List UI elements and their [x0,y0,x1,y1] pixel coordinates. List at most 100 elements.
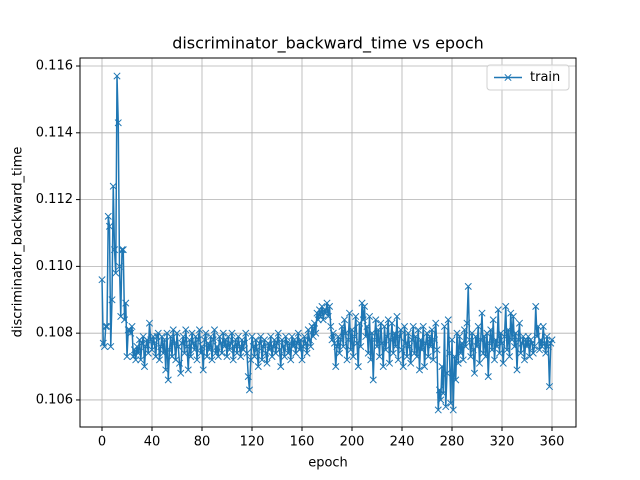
marker [357,342,365,351]
marker [128,322,136,331]
marker [140,363,149,371]
marker [362,332,370,341]
plot-area [98,72,556,414]
marker [123,352,131,361]
marker [523,342,531,351]
marker [225,346,234,354]
marker [354,363,362,371]
marker [358,299,366,307]
marker [400,322,409,331]
marker [455,332,464,341]
marker [110,246,119,254]
marker [228,329,236,337]
marker [178,339,186,347]
marker [403,352,411,361]
marker [399,363,407,371]
x-tick-label: 160 [290,435,315,450]
marker [142,342,150,351]
marker [205,346,214,354]
marker [183,342,191,351]
marker [467,352,475,361]
marker [210,326,219,334]
marker [459,356,467,364]
marker [504,73,512,82]
marker [287,356,295,364]
marker [438,363,446,371]
marker [420,363,429,371]
marker [522,336,530,344]
marker [155,356,164,364]
marker [162,366,170,374]
x-tick-label: 280 [440,435,465,450]
marker [323,299,331,307]
marker [485,339,494,347]
marker [240,339,249,347]
marker [422,339,430,347]
marker [359,316,367,324]
marker [222,336,230,344]
x-tick-label: 40 [144,435,161,450]
marker [409,322,417,331]
marker [294,329,302,337]
marker [352,312,360,321]
marker [368,329,376,337]
marker [273,339,281,347]
marker [520,356,529,364]
marker [378,339,386,347]
marker [103,322,111,331]
marker [508,336,516,344]
marker [137,356,145,364]
marker [219,329,227,337]
marker [298,356,306,364]
marker [439,389,447,397]
marker [105,222,114,230]
marker [389,349,397,357]
marker [189,339,197,347]
marker [480,332,489,341]
marker [470,369,479,377]
x-tick-label: 200 [340,435,365,450]
marker [498,339,506,347]
marker [315,306,324,314]
marker [387,336,395,344]
marker [120,316,129,324]
marker [263,359,271,367]
marker [419,322,427,331]
marker [505,352,514,361]
marker [517,349,525,357]
marker [433,346,441,354]
marker [208,356,216,364]
marker [343,356,351,364]
marker [392,342,400,351]
marker [544,342,552,351]
marker [425,332,434,341]
marker [244,373,252,381]
marker [388,319,396,327]
y-axis-label: discriminator_backward_time [11,147,26,338]
marker [282,332,290,341]
marker [493,342,501,351]
marker [129,352,137,361]
marker [232,336,240,344]
marker [390,329,399,337]
marker [482,352,490,361]
marker [539,322,547,331]
marker [348,326,356,334]
marker [428,326,436,334]
marker [347,346,355,354]
marker [258,356,266,364]
marker [212,349,220,357]
marker [194,336,202,344]
marker [148,346,156,354]
marker [452,376,460,384]
marker [440,322,449,331]
marker [309,332,317,341]
marker [464,282,472,290]
marker [338,322,346,331]
marker [319,316,327,324]
marker [454,359,462,367]
marker [113,72,121,80]
legend-label: train [530,70,560,85]
marker [499,359,507,367]
